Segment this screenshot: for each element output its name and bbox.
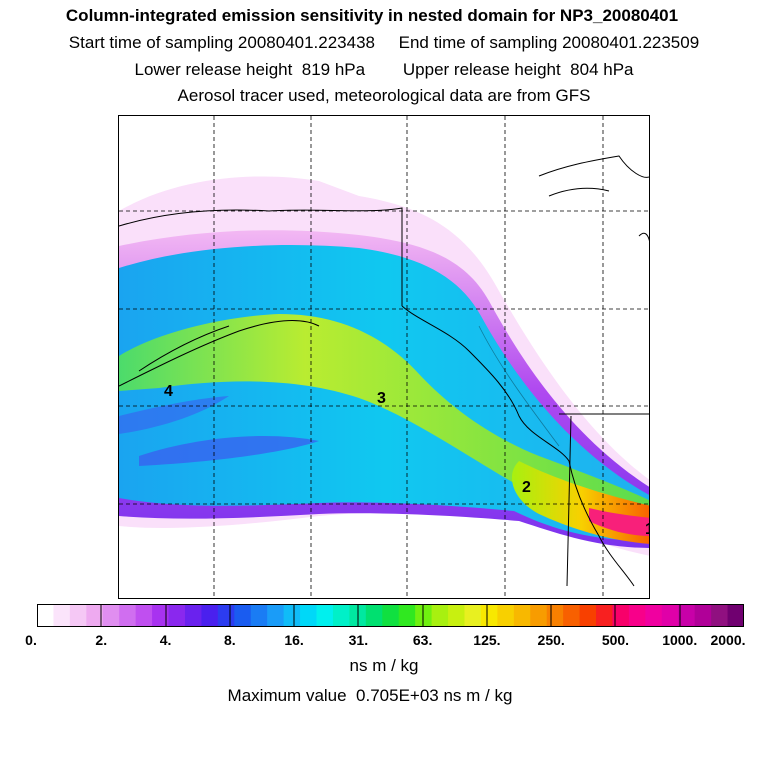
plot-title: Column-integrated emission sensitivity i…: [65, 6, 679, 25]
colorbar-swatch: [37, 604, 54, 627]
colorbar-swatch: [431, 604, 449, 627]
colorbar-swatch: [119, 604, 137, 627]
colorbar-swatch: [497, 604, 515, 627]
colorbar-swatch: [201, 604, 219, 627]
colorbar-swatch: [300, 604, 318, 627]
plume-streak-west: [119, 396, 229, 434]
track-label-1: 1: [645, 521, 650, 538]
colorbar-tick-label: 4.: [159, 632, 172, 648]
sensitivity-map: 1 2 3 4: [118, 115, 650, 599]
plume-streak-south: [139, 436, 319, 466]
colorbar-swatch: [168, 604, 186, 627]
colorbar-swatch: [267, 604, 285, 627]
plume-edge-outlines: [478, 325, 560, 447]
tracer-info: Aerosol tracer used, meteorological data…: [177, 86, 591, 105]
colorbar-tick-label: 31.: [348, 632, 369, 648]
colorbar-tick-label: 2.: [95, 632, 108, 648]
sampling-times: Start time of sampling 20080401.223438 E…: [68, 33, 700, 52]
colorbar-swatch: [645, 604, 663, 627]
release-heights: Lower release height 819 hPa Upper relea…: [134, 60, 634, 79]
colorbar-swatch: [579, 604, 597, 627]
track-label-2: 2: [522, 479, 531, 496]
colorbar-swatch: [711, 604, 729, 627]
colorbar-swatch: [628, 604, 646, 627]
colorbar-swatch: [53, 604, 71, 627]
track-label-3: 3: [377, 390, 386, 407]
colorbar-swatch: [365, 604, 383, 627]
colorbar-swatch: [102, 604, 120, 627]
colorbar-units: ns m / kg: [349, 656, 419, 675]
colorbar-swatch: [694, 604, 712, 627]
colorbar-tick-label: 0.: [25, 632, 37, 648]
colorbar-swatch: [398, 604, 416, 627]
colorbar-swatch: [464, 604, 482, 627]
track-labels: 1 2 3 4: [164, 383, 650, 538]
colorbar-swatch: [480, 604, 498, 627]
colorbar-tick-label: 63.: [412, 632, 433, 648]
colorbar-tick-label: 16.: [284, 632, 304, 648]
colorbar-swatch: [415, 604, 433, 627]
colorbar-swatch: [184, 604, 202, 627]
colorbar-tick-label: 1000.: [662, 632, 698, 648]
plume-peak: [589, 508, 649, 536]
graticule: [119, 116, 649, 598]
maximum-value: Maximum value 0.705E+03 ns m / kg: [227, 686, 513, 705]
colorbar-tick-label: 250.: [537, 632, 565, 648]
colorbar-swatch: [596, 604, 613, 627]
colorbar-tick-label: 125.: [473, 632, 501, 648]
colorbar-tick-label: 2000.: [710, 632, 746, 648]
colorbar-swatch: [546, 604, 564, 627]
colorbar-tick-label: 500.: [601, 632, 630, 648]
colorbar-swatch: [448, 604, 465, 627]
colorbar-tick-label: 8.: [223, 632, 236, 648]
colorbar-swatch: [513, 604, 531, 627]
colorbar-swatch: [678, 604, 696, 627]
colorbar-swatch: [283, 604, 301, 627]
colorbar-swatch: [316, 604, 334, 627]
track-label-4: 4: [164, 383, 173, 400]
colorbar-swatch: [332, 604, 350, 627]
colorbar-swatch: [135, 604, 153, 627]
colorbar-swatch: [250, 604, 268, 627]
colorbar-swatch: [727, 604, 744, 627]
colorbar-swatch: [86, 604, 104, 627]
colorbar-frame: [37, 604, 744, 627]
colorbar-swatch: [612, 604, 630, 627]
colorbar: [37, 604, 744, 627]
colorbar-swatch: [152, 604, 170, 627]
colorbar-swatch: [661, 604, 679, 627]
colorbar-swatch: [217, 604, 235, 627]
colorbar-swatch: [563, 604, 581, 627]
colorbar-swatch: [530, 604, 548, 627]
map-canvas: 1 2 3 4: [119, 116, 650, 598]
colorbar-swatch: [234, 604, 252, 627]
colorbar-swatch: [69, 604, 87, 627]
colorbar-swatch: [382, 604, 400, 627]
